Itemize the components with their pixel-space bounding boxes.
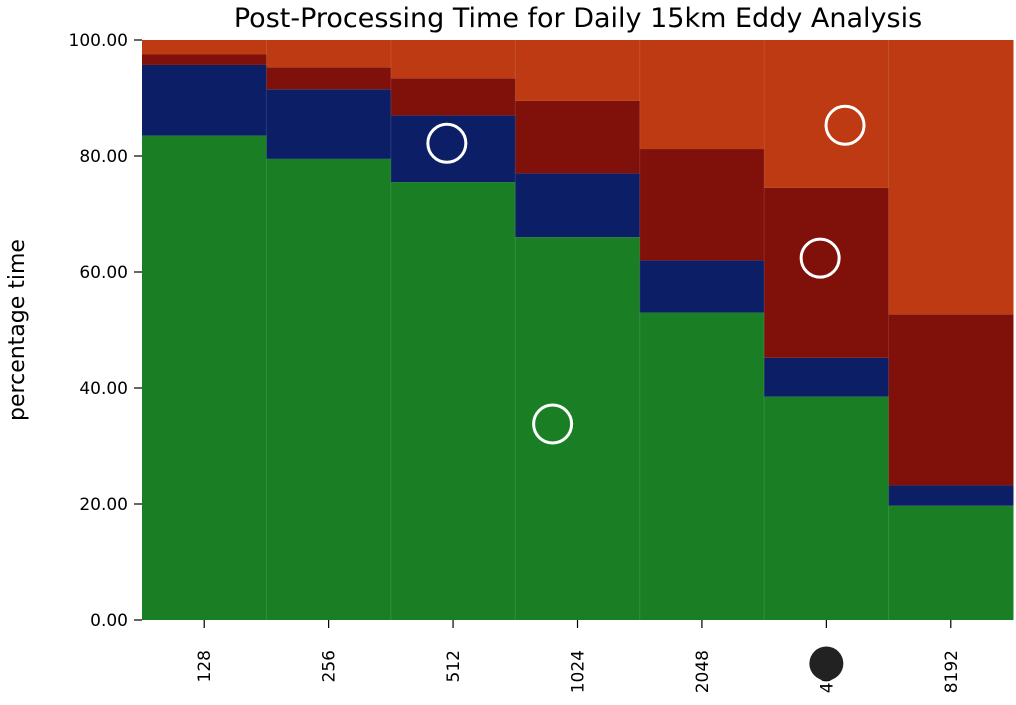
- bar-segment-s1-8192: [888, 485, 1014, 506]
- bar-segment-s1-1024: [515, 173, 641, 238]
- y-tick-label: 60.00: [79, 263, 128, 283]
- bar-segment-s3-2048: [639, 40, 765, 150]
- bar-segment-s2-256: [266, 67, 392, 90]
- bar-segment-s0-128: [142, 135, 267, 620]
- y-axis-label: percentage time: [5, 239, 30, 421]
- bar-segment-s3-4096: [764, 40, 890, 188]
- bar-segment-s2-1024: [515, 100, 641, 174]
- click-marker-ring[interactable]: [799, 237, 841, 279]
- x-tick-label-1024: 1024: [569, 650, 589, 693]
- y-tick-label: 100.00: [69, 31, 128, 51]
- bar-segment-s3-256: [266, 40, 392, 68]
- bar-segment-s3-128: [142, 40, 267, 55]
- chart-title: Post-Processing Time for Daily 15km Eddy…: [234, 3, 922, 34]
- x-tick-label-256: 256: [320, 650, 340, 682]
- bar-segment-s1-2048: [639, 260, 765, 313]
- bar-segment-s1-128: [142, 64, 267, 136]
- bar-segment-s2-128: [142, 54, 267, 65]
- y-tick-label: 80.00: [79, 147, 128, 167]
- click-marker-ring[interactable]: [532, 403, 574, 445]
- bar-segment-s0-256: [266, 158, 392, 620]
- bar-segment-s2-512: [390, 78, 516, 116]
- x-tick-label-512: 512: [444, 650, 464, 682]
- bar-segment-s1-256: [266, 89, 392, 159]
- bar-segment-s2-2048: [639, 149, 765, 261]
- x-tick-label-8192: 8192: [942, 650, 962, 693]
- click-marker-ring[interactable]: [426, 122, 468, 164]
- bar-segment-s3-8192: [888, 40, 1014, 315]
- plot-area: 0.00 20.00 40.00 60.00 80.00 100.00 128 256 512 1…: [69, 31, 1014, 693]
- bar-segment-s0-8192: [888, 505, 1014, 620]
- y-tick-label: 20.00: [79, 495, 128, 515]
- bar-segment-s0-512: [390, 182, 516, 620]
- y-tick-label: 0.00: [90, 611, 128, 631]
- x-tick-label-2048: 2048: [693, 650, 713, 693]
- cursor-dot-marker: [809, 646, 844, 681]
- bar-segment-s0-1024: [515, 237, 641, 620]
- bar-segment-s0-2048: [639, 312, 765, 620]
- bar-segment-s3-512: [390, 40, 516, 79]
- bar-segment-s1-4096: [764, 357, 890, 397]
- x-tick-label-128: 128: [195, 650, 215, 682]
- y-tick-label: 40.00: [79, 379, 128, 399]
- bar-segment-s2-8192: [888, 314, 1014, 486]
- bar-segment-s2-4096: [764, 187, 890, 358]
- bar-segment-s3-1024: [515, 40, 641, 101]
- bar-segment-s0-4096: [764, 396, 890, 620]
- click-marker-ring[interactable]: [824, 104, 866, 146]
